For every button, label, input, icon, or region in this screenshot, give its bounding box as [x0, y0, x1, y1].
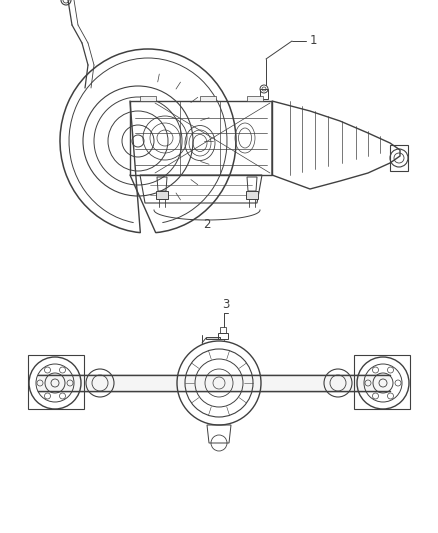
Text: 2: 2 — [203, 217, 211, 230]
Polygon shape — [38, 375, 390, 391]
Polygon shape — [246, 191, 258, 199]
Polygon shape — [156, 191, 168, 199]
Text: 1: 1 — [310, 35, 318, 47]
Polygon shape — [140, 96, 156, 101]
Polygon shape — [247, 96, 263, 101]
Polygon shape — [200, 96, 216, 101]
Polygon shape — [206, 337, 220, 339]
Text: 3: 3 — [223, 298, 230, 311]
